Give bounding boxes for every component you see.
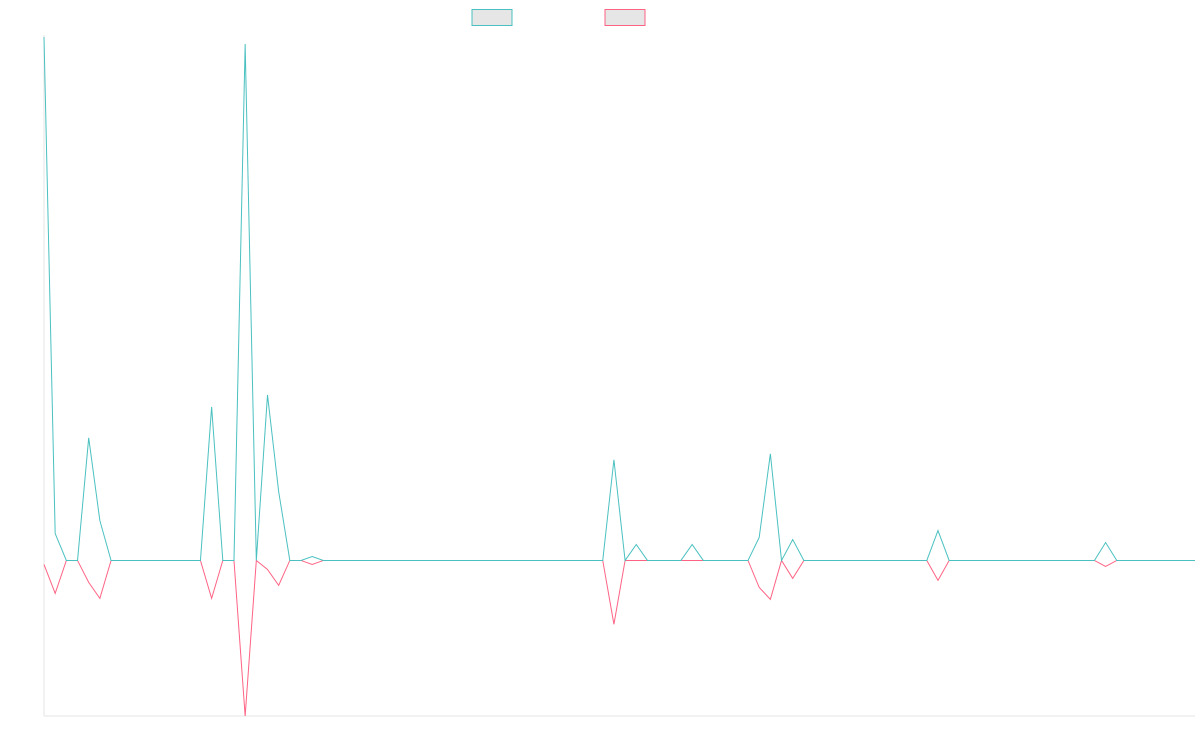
series-group <box>43 36 1195 717</box>
legend <box>471 9 646 26</box>
chart-axes <box>43 35 1195 717</box>
legend-swatch-1[interactable] <box>471 9 513 26</box>
series-2-line <box>43 559 1195 717</box>
series-1-line <box>43 36 1195 563</box>
legend-swatch-2[interactable] <box>604 9 646 26</box>
